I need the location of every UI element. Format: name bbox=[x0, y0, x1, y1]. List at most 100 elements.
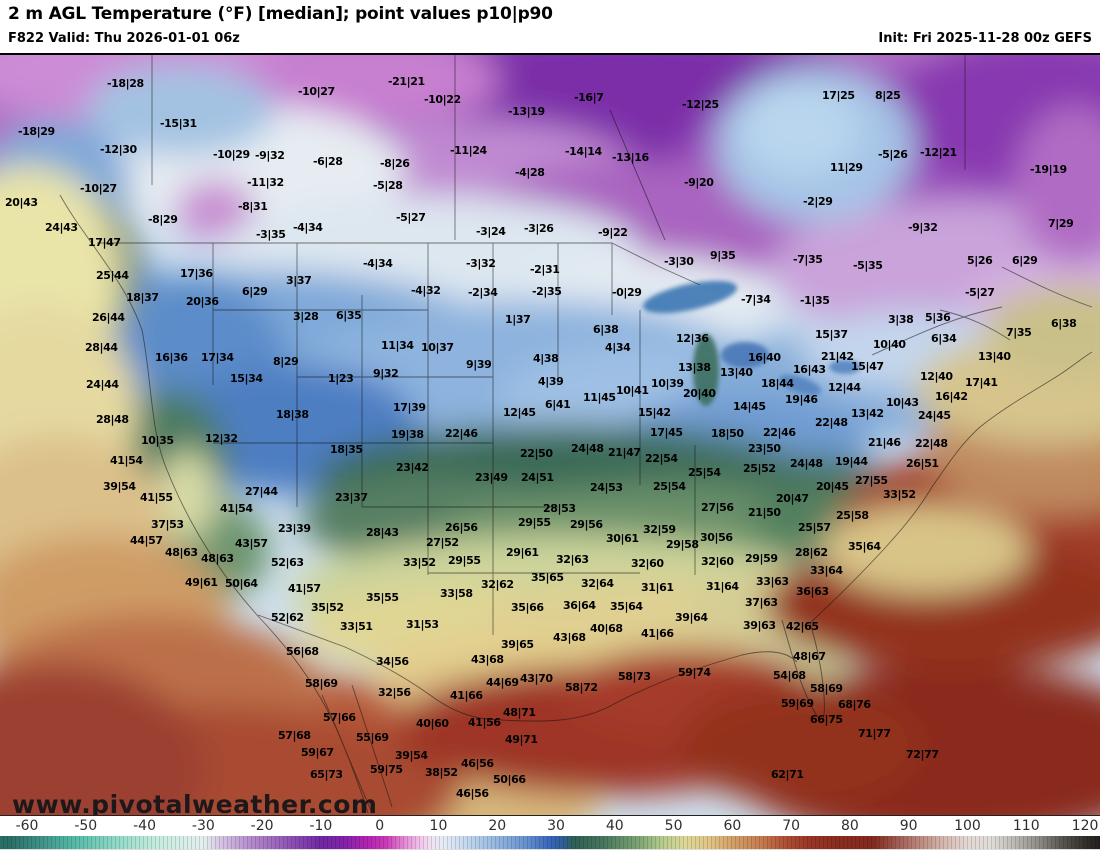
point-value-label: 27|52 bbox=[426, 535, 459, 549]
point-value-label: 29|61 bbox=[506, 545, 539, 559]
point-value-label: 33|52 bbox=[883, 487, 916, 501]
point-value-label: 24|48 bbox=[571, 441, 604, 455]
point-value-label: 13|42 bbox=[851, 406, 884, 420]
point-value-label: 28|44 bbox=[85, 340, 118, 354]
point-labels-layer: -18|28 -10|27 -18|29 -15|31 -12|30 -10|29 -9|3… bbox=[0, 55, 1100, 815]
point-value-label: -6|28 bbox=[313, 154, 343, 168]
point-value-label: 3|37 bbox=[286, 273, 312, 287]
point-value-label: 25|54 bbox=[688, 465, 721, 479]
point-value-label: 46|56 bbox=[456, 786, 489, 800]
point-value-label: 6|29 bbox=[242, 284, 268, 298]
point-value-label: 20|36 bbox=[186, 294, 219, 308]
point-value-label: 29|55 bbox=[448, 553, 481, 567]
point-value-label: 15|42 bbox=[638, 405, 671, 419]
point-value-label: -5|35 bbox=[853, 258, 883, 272]
colorbar-tick: 100 bbox=[954, 818, 981, 834]
point-value-label: 72|77 bbox=[906, 747, 939, 761]
point-value-label: -21|21 bbox=[388, 74, 425, 88]
point-value-label: 9|39 bbox=[466, 357, 492, 371]
point-value-label: 32|60 bbox=[701, 554, 734, 568]
point-value-label: -3|26 bbox=[524, 221, 554, 235]
point-value-label: 23|37 bbox=[335, 490, 368, 504]
point-value-label: 7|35 bbox=[1006, 325, 1032, 339]
point-value-label: 21|42 bbox=[821, 349, 854, 363]
point-value-label: 18|44 bbox=[761, 376, 794, 390]
point-value-label: 32|63 bbox=[556, 552, 589, 566]
point-value-label: 41|56 bbox=[468, 715, 501, 729]
point-value-label: 10|40 bbox=[873, 337, 906, 351]
point-value-label: 23|50 bbox=[748, 441, 781, 455]
point-value-label: 59|69 bbox=[781, 696, 814, 710]
point-value-label: 25|58 bbox=[836, 508, 869, 522]
point-value-label: 16|43 bbox=[793, 362, 826, 376]
point-value-label: 44|57 bbox=[130, 533, 163, 547]
point-value-label: 15|37 bbox=[815, 327, 848, 341]
point-value-label: 52|62 bbox=[271, 610, 304, 624]
point-value-label: -5|28 bbox=[373, 178, 403, 192]
point-value-label: 46|56 bbox=[461, 756, 494, 770]
point-value-label: 35|64 bbox=[610, 599, 643, 613]
point-value-label: 11|45 bbox=[583, 390, 616, 404]
point-value-label: 3|28 bbox=[293, 309, 319, 323]
borders-coastlines bbox=[59, 55, 1093, 814]
point-value-label: -2|29 bbox=[803, 194, 833, 208]
point-value-label: 12|36 bbox=[676, 331, 709, 345]
point-value-label: 48|63 bbox=[165, 545, 198, 559]
point-value-label: -9|32 bbox=[908, 220, 938, 234]
point-value-label: 27|56 bbox=[701, 500, 734, 514]
point-value-label: 40|68 bbox=[590, 621, 623, 635]
point-value-label: -10|29 bbox=[213, 147, 250, 161]
point-value-label: -2|34 bbox=[468, 285, 498, 299]
point-value-label: 26|44 bbox=[92, 310, 125, 324]
point-value-label: 57|68 bbox=[278, 728, 311, 742]
point-value-label: 14|45 bbox=[733, 399, 766, 413]
point-value-label: 22|48 bbox=[915, 436, 948, 450]
point-value-label: 38|52 bbox=[425, 765, 458, 779]
point-value-label: 41|57 bbox=[288, 581, 321, 595]
point-value-label: -4|34 bbox=[363, 256, 393, 270]
point-value-label: 17|25 bbox=[822, 88, 855, 102]
point-value-label: -18|29 bbox=[18, 124, 55, 138]
point-value-label: 25|52 bbox=[743, 461, 776, 475]
point-value-label: 33|58 bbox=[440, 586, 473, 600]
point-value-label: 6|35 bbox=[336, 308, 362, 322]
point-value-label: -5|26 bbox=[878, 147, 908, 161]
point-value-label: 21|47 bbox=[608, 445, 641, 459]
point-value-label: -10|27 bbox=[80, 181, 117, 195]
point-value-label: 59|74 bbox=[678, 665, 711, 679]
point-value-label: 59|75 bbox=[370, 762, 403, 776]
point-value-label: 17|47 bbox=[88, 235, 121, 249]
point-value-label: 24|53 bbox=[590, 480, 623, 494]
colorbar-tick: 0 bbox=[375, 818, 385, 834]
point-value-label: 23|42 bbox=[396, 460, 429, 474]
point-value-label: -2|31 bbox=[530, 262, 560, 276]
point-value-label: 30|61 bbox=[606, 531, 639, 545]
point-value-label: 8|25 bbox=[875, 88, 901, 102]
point-value-label: -0|29 bbox=[612, 285, 642, 299]
colorbar bbox=[0, 836, 1100, 849]
point-value-label: 32|64 bbox=[581, 576, 614, 590]
point-value-label: 22|54 bbox=[645, 451, 678, 465]
point-value-label: 6|38 bbox=[1051, 316, 1077, 330]
point-value-label: 16|42 bbox=[935, 389, 968, 403]
point-value-label: 20|43 bbox=[5, 195, 38, 209]
point-value-label: -12|25 bbox=[682, 97, 719, 111]
point-value-label: 59|67 bbox=[301, 745, 334, 759]
point-value-label: 39|54 bbox=[395, 748, 428, 762]
point-value-label: 19|44 bbox=[835, 454, 868, 468]
point-value-label: 34|56 bbox=[376, 654, 409, 668]
point-value-label: 65|73 bbox=[310, 767, 343, 781]
point-value-label: 4|38 bbox=[533, 351, 559, 365]
temperature-map: -18|28 -10|27 -18|29 -15|31 -12|30 -10|29 -9|3… bbox=[0, 55, 1100, 816]
point-value-label: 23|39 bbox=[278, 521, 311, 535]
point-value-label: -13|16 bbox=[612, 150, 649, 164]
point-value-label: 49|71 bbox=[505, 732, 538, 746]
point-value-label: 10|39 bbox=[651, 376, 684, 390]
point-value-label: 25|54 bbox=[653, 479, 686, 493]
point-value-label: 50|64 bbox=[225, 576, 258, 590]
point-value-label: 15|47 bbox=[851, 359, 884, 373]
point-value-label: 62|71 bbox=[771, 767, 804, 781]
colorbar-tick: -50 bbox=[74, 818, 98, 834]
point-value-label: 36|64 bbox=[563, 598, 596, 612]
point-value-label: 18|35 bbox=[330, 442, 363, 456]
